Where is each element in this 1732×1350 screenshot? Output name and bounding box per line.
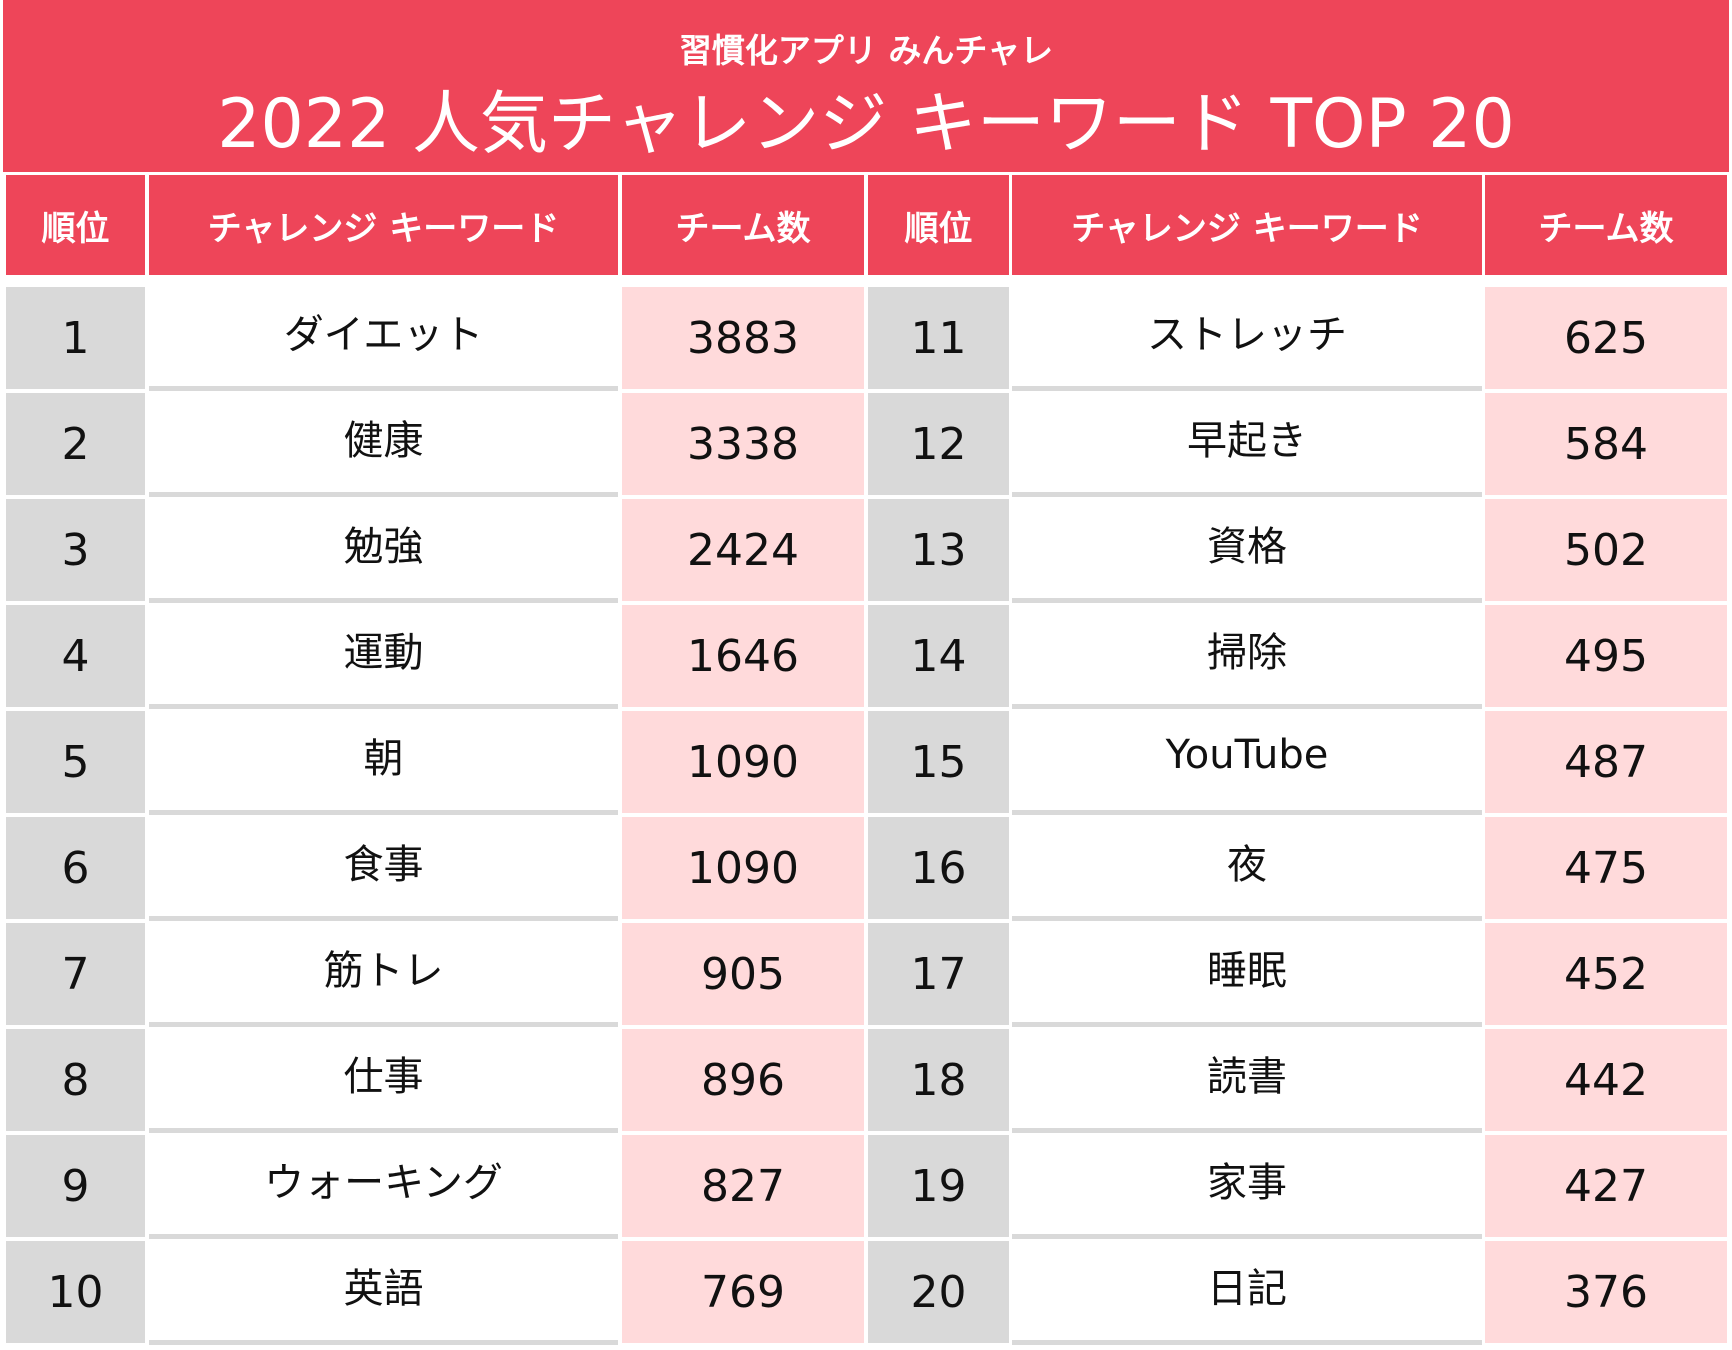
rank-cell: 3 [6, 499, 145, 601]
team-count-cell: 1090 [622, 817, 864, 919]
keyword-cell: 英語 [149, 1241, 618, 1345]
rank-cell: 12 [868, 393, 1009, 495]
team-count-cell: 896 [622, 1029, 864, 1131]
keyword-cell: 健康 [149, 393, 618, 497]
team-count-cell: 487 [1485, 711, 1727, 813]
team-count-cell: 769 [622, 1241, 864, 1343]
app-subtitle: 習慣化アプリ みんチャレ [678, 31, 1054, 70]
keyword-cell: 筋トレ [149, 923, 618, 1027]
rank-cell: 9 [6, 1135, 145, 1237]
team-count-cell: 905 [622, 923, 864, 1025]
rank-cell: 15 [868, 711, 1009, 813]
team-count-cell: 2424 [622, 499, 864, 601]
keyword-cell: ウォーキング [149, 1135, 618, 1239]
header-teams: チーム数 [1485, 175, 1727, 275]
team-count-cell: 427 [1485, 1135, 1727, 1237]
rank-cell: 4 [6, 605, 145, 707]
team-count-cell: 495 [1485, 605, 1727, 707]
team-count-cell: 376 [1485, 1241, 1727, 1343]
team-count-cell: 625 [1485, 287, 1727, 389]
rank-cell: 17 [868, 923, 1009, 1025]
keyword-cell: 朝 [149, 711, 618, 815]
rank-cell: 13 [868, 499, 1009, 601]
team-count-cell: 1646 [622, 605, 864, 707]
keyword-cell: 睡眠 [1012, 923, 1482, 1027]
keyword-cell: ストレッチ [1012, 287, 1482, 391]
page-title: 2022 人気チャレンジ キーワード TOP 20 [217, 85, 1515, 164]
rank-cell: 19 [868, 1135, 1009, 1237]
keyword-cell: 勉強 [149, 499, 618, 603]
rank-cell: 7 [6, 923, 145, 1025]
rank-cell: 1 [6, 287, 145, 389]
keyword-cell: 仕事 [149, 1029, 618, 1133]
keyword-cell: 夜 [1012, 817, 1482, 921]
header-rank: 順位 [868, 175, 1009, 275]
team-count-cell: 584 [1485, 393, 1727, 495]
rank-cell: 5 [6, 711, 145, 813]
keyword-cell: 運動 [149, 605, 618, 709]
keyword-cell: 食事 [149, 817, 618, 921]
team-count-cell: 452 [1485, 923, 1727, 1025]
rank-cell: 6 [6, 817, 145, 919]
keyword-cell: 家事 [1012, 1135, 1482, 1239]
team-count-cell: 3338 [622, 393, 864, 495]
team-count-cell: 827 [622, 1135, 864, 1237]
rank-cell: 11 [868, 287, 1009, 389]
team-count-cell: 502 [1485, 499, 1727, 601]
rank-cell: 20 [868, 1241, 1009, 1343]
team-count-cell: 3883 [622, 287, 864, 389]
keyword-cell: 日記 [1012, 1241, 1482, 1345]
keyword-cell: 資格 [1012, 499, 1482, 603]
keyword-cell: 読書 [1012, 1029, 1482, 1133]
rank-cell: 14 [868, 605, 1009, 707]
keyword-cell: 早起き [1012, 393, 1482, 497]
header-rank: 順位 [6, 175, 145, 275]
rank-cell: 8 [6, 1029, 145, 1131]
keyword-cell: YouTube [1012, 711, 1482, 815]
rank-cell: 16 [868, 817, 1009, 919]
rank-cell: 18 [868, 1029, 1009, 1131]
team-count-cell: 442 [1485, 1029, 1727, 1131]
rank-cell: 2 [6, 393, 145, 495]
team-count-cell: 475 [1485, 817, 1727, 919]
header-keyword: チャレンジ キーワード [1012, 175, 1482, 275]
team-count-cell: 1090 [622, 711, 864, 813]
title-banner: 習慣化アプリ みんチャレ 2022 人気チャレンジ キーワード TOP 20 [3, 0, 1729, 172]
rank-cell: 10 [6, 1241, 145, 1343]
keyword-cell: 掃除 [1012, 605, 1482, 709]
header-teams: チーム数 [622, 175, 864, 275]
keyword-cell: ダイエット [149, 287, 618, 391]
header-keyword: チャレンジ キーワード [149, 175, 618, 275]
